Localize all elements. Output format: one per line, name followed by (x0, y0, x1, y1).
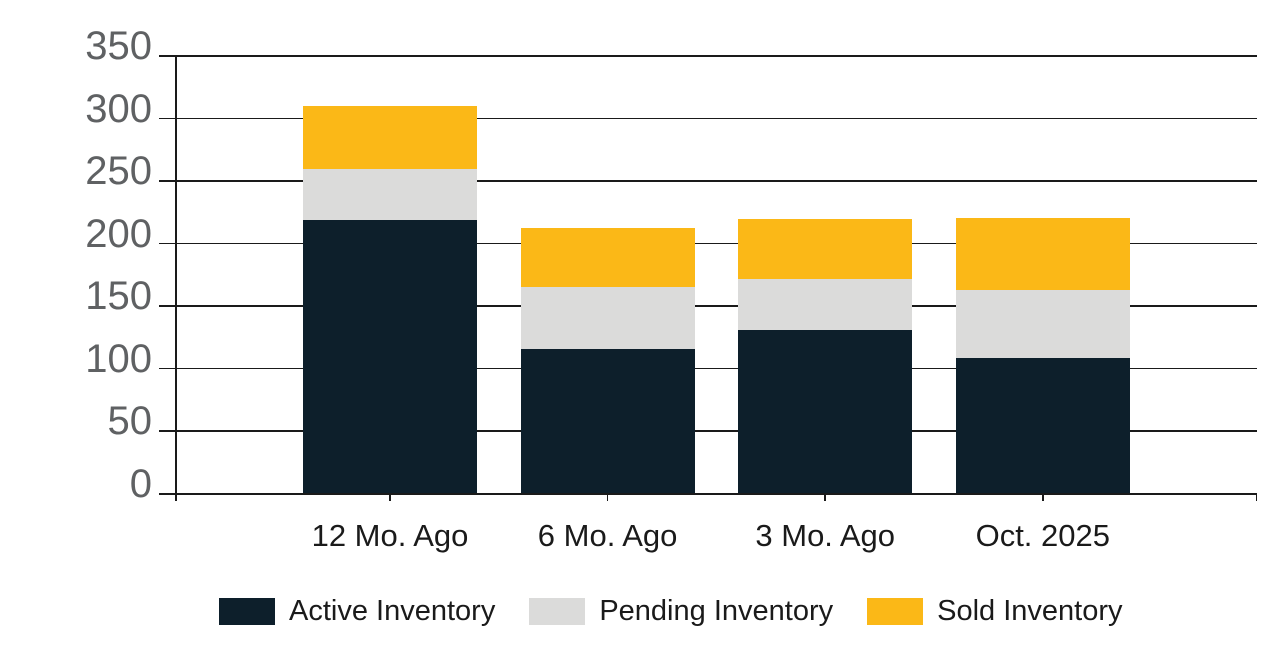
bar-segment-sold-inventory (303, 106, 477, 169)
y-axis-tick-300 (159, 117, 175, 120)
bar-segment-sold-inventory (955, 217, 1130, 291)
legend-label-active-inventory: Active Inventory (289, 595, 496, 627)
x-tick-label-12-mo-ago: 12 Mo. Ago (311, 518, 469, 553)
legend-label-sold-inventory: Sold Inventory (937, 595, 1123, 627)
y-tick-label-0: 0 (129, 462, 152, 506)
bar-segment-active-inventory (955, 357, 1130, 493)
gridline-100 (175, 367, 1257, 370)
legend-swatch-active-inventory (219, 598, 275, 625)
y-axis-tick-100 (159, 367, 175, 370)
legend-item-sold-inventory: Sold Inventory (867, 595, 1123, 627)
bar-segment-sold-inventory (738, 218, 913, 279)
x-axis-end-tick (1255, 493, 1257, 501)
x-axis-tick-6-mo-ago (606, 493, 609, 501)
bar-segment-active-inventory (303, 220, 477, 493)
y-tick-label-150: 150 (85, 274, 152, 319)
y-tick-label-250: 250 (85, 149, 152, 194)
legend-item-pending-inventory: Pending Inventory (529, 597, 833, 626)
gridline-50 (175, 430, 1257, 432)
y-tick-label-350: 350 (85, 24, 152, 68)
legend-label-pending-inventory: Pending Inventory (599, 595, 834, 627)
x-tick-label-3-mo-ago: 3 Mo. Ago (755, 518, 895, 553)
x-axis-tick-12-mo-ago (389, 493, 391, 501)
bar-segment-sold-inventory (520, 227, 695, 287)
y-axis-tick-150 (159, 305, 175, 307)
y-tick-label-200: 200 (85, 211, 152, 256)
y-axis-line (175, 55, 177, 501)
y-axis-tick-50 (159, 430, 175, 432)
y-axis-tick-350 (159, 55, 175, 57)
y-tick-label-300: 300 (85, 86, 152, 131)
y-tick-label-50: 50 (107, 399, 153, 444)
legend-item-active-inventory: Active Inventory (219, 597, 495, 626)
bar-segment-active-inventory (738, 330, 913, 493)
y-axis-tick-0 (159, 493, 175, 495)
chart-legend: Active Inventory Pending Inventory Sold In… (219, 597, 1123, 626)
bar-segment-pending-inventory (738, 279, 913, 331)
gridline-300 (175, 117, 1257, 120)
y-tick-label-100: 100 (85, 336, 152, 381)
y-axis-tick-200 (159, 242, 175, 245)
bar-segment-pending-inventory (955, 290, 1130, 358)
gridline-250 (175, 180, 1257, 182)
legend-swatch-sold-inventory (867, 598, 924, 625)
gridline-150 (175, 305, 1257, 307)
x-tick-label-oct-2025: Oct. 2025 (975, 518, 1110, 553)
x-tick-label-6-mo-ago: 6 Mo. Ago (537, 518, 678, 553)
x-axis-tick-3-mo-ago (824, 493, 826, 501)
bar-segment-active-inventory (520, 349, 695, 493)
gridline-350 (175, 55, 1257, 57)
bar-segment-pending-inventory (520, 286, 695, 350)
legend-swatch-pending-inventory (529, 598, 586, 625)
bar-segment-pending-inventory (303, 168, 477, 221)
gridline-0 (175, 493, 1257, 495)
gridline-200 (175, 242, 1257, 245)
x-axis-tick-oct-2025 (1042, 493, 1044, 501)
y-axis-tick-250 (159, 180, 175, 182)
